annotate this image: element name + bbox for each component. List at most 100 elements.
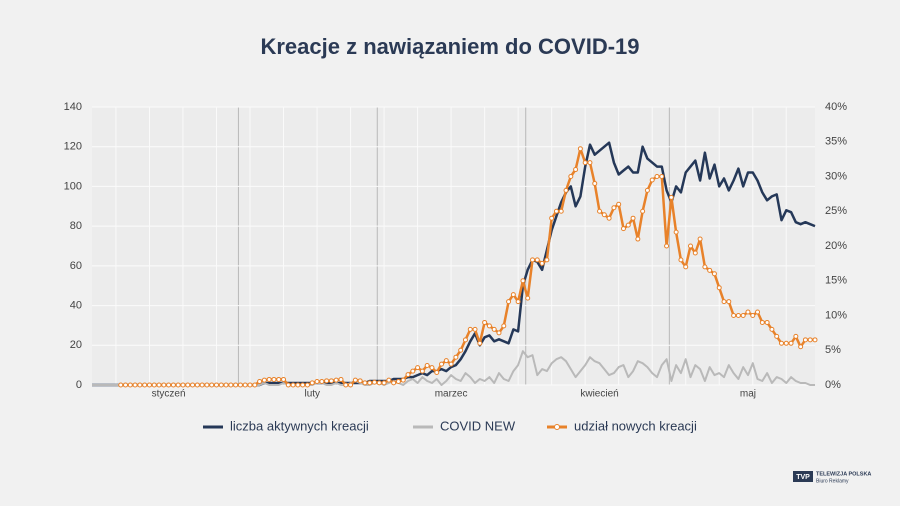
point-marker: [501, 323, 507, 329]
point-marker: [381, 380, 387, 386]
point-marker: [242, 382, 248, 388]
point-marker: [146, 382, 152, 388]
y2-tick-label: 10%: [825, 309, 847, 321]
point-marker: [137, 382, 143, 388]
point-marker: [304, 382, 310, 388]
point-marker: [798, 344, 804, 350]
point-marker: [587, 160, 593, 166]
point-marker: [659, 174, 665, 179]
point-marker: [812, 337, 818, 343]
point-marker: [616, 201, 622, 207]
legend-marker: [554, 424, 560, 430]
point-marker: [750, 313, 756, 318]
point-marker: [348, 382, 354, 388]
point-marker: [367, 380, 373, 386]
point-marker: [290, 382, 296, 388]
logo-box: [793, 471, 813, 482]
point-marker: [764, 319, 770, 325]
y-tick-label: 60: [70, 260, 82, 272]
legend-label: udział nowych kreacji: [574, 418, 697, 433]
point-marker: [161, 382, 167, 388]
point-marker: [213, 382, 219, 388]
point-marker: [702, 264, 708, 270]
y-tick-label: 0: [76, 379, 82, 391]
point-marker: [515, 299, 521, 305]
y2-tick-label: 40%: [825, 101, 847, 113]
point-marker: [740, 313, 746, 318]
point-marker: [711, 271, 717, 277]
point-marker: [199, 382, 205, 388]
point-marker: [597, 208, 603, 214]
point-marker: [319, 379, 325, 385]
legend-item: udział nowych kreacji: [547, 418, 697, 433]
point-marker: [400, 377, 406, 383]
point-marker: [625, 222, 631, 228]
point-marker: [664, 243, 670, 249]
point-marker: [807, 337, 813, 343]
legend-label: COVID NEW: [440, 418, 516, 433]
x-tick-label: maj: [740, 389, 756, 400]
point-marker: [261, 377, 267, 383]
point-marker: [276, 376, 282, 382]
point-marker: [247, 382, 253, 388]
point-marker: [123, 382, 129, 388]
point-marker: [237, 382, 243, 388]
point-marker: [223, 382, 229, 388]
point-marker: [726, 299, 732, 305]
point-marker: [683, 264, 689, 270]
x-tick-label: luty: [304, 389, 320, 400]
y2-tick-label: 15%: [825, 275, 847, 287]
plot-area: [92, 107, 815, 385]
point-marker: [544, 257, 550, 263]
point-marker: [635, 236, 641, 242]
point-marker: [405, 372, 411, 378]
point-marker: [793, 333, 799, 339]
point-marker: [228, 382, 234, 388]
point-marker: [424, 363, 430, 369]
point-marker: [640, 208, 646, 214]
point-marker: [731, 313, 737, 318]
point-marker: [343, 382, 349, 388]
logo-mark: TVP: [796, 474, 810, 481]
x-tick-label: kwiecień: [580, 389, 618, 400]
y2-tick-label: 0%: [825, 379, 841, 391]
point-marker: [180, 382, 186, 388]
point-marker: [453, 354, 459, 360]
point-marker: [443, 358, 449, 364]
point-marker: [166, 382, 172, 388]
point-marker: [132, 382, 138, 388]
point-marker: [563, 187, 569, 193]
point-marker: [204, 382, 210, 388]
point-marker: [491, 326, 497, 332]
point-marker: [759, 319, 765, 325]
point-marker: [620, 226, 626, 232]
point-marker: [778, 340, 784, 346]
point-marker: [190, 382, 196, 388]
point-marker: [601, 212, 607, 218]
point-marker: [439, 361, 445, 367]
point-marker: [314, 379, 320, 385]
chart-title: Kreacje z nawiązaniem do COVID-19: [260, 34, 639, 59]
point-marker: [611, 205, 617, 211]
point-marker: [395, 379, 401, 385]
point-marker: [496, 330, 502, 336]
point-marker: [419, 368, 425, 374]
point-marker: [549, 215, 555, 221]
point-marker: [802, 337, 808, 343]
x-tick-label: styczeń: [152, 389, 186, 400]
legend-label: liczba aktywnych kreacji: [230, 418, 369, 433]
point-marker: [151, 382, 157, 388]
legend-item: liczba aktywnych kreacji: [203, 418, 369, 433]
point-marker: [309, 380, 315, 386]
point-marker: [295, 382, 301, 388]
point-marker: [486, 323, 492, 329]
y-tick-label: 120: [64, 141, 82, 153]
point-marker: [462, 337, 468, 343]
point-marker: [769, 326, 775, 332]
point-marker: [755, 309, 761, 315]
point-marker: [606, 215, 612, 221]
point-marker: [328, 378, 334, 384]
y2-tick-label: 30%: [825, 170, 847, 182]
